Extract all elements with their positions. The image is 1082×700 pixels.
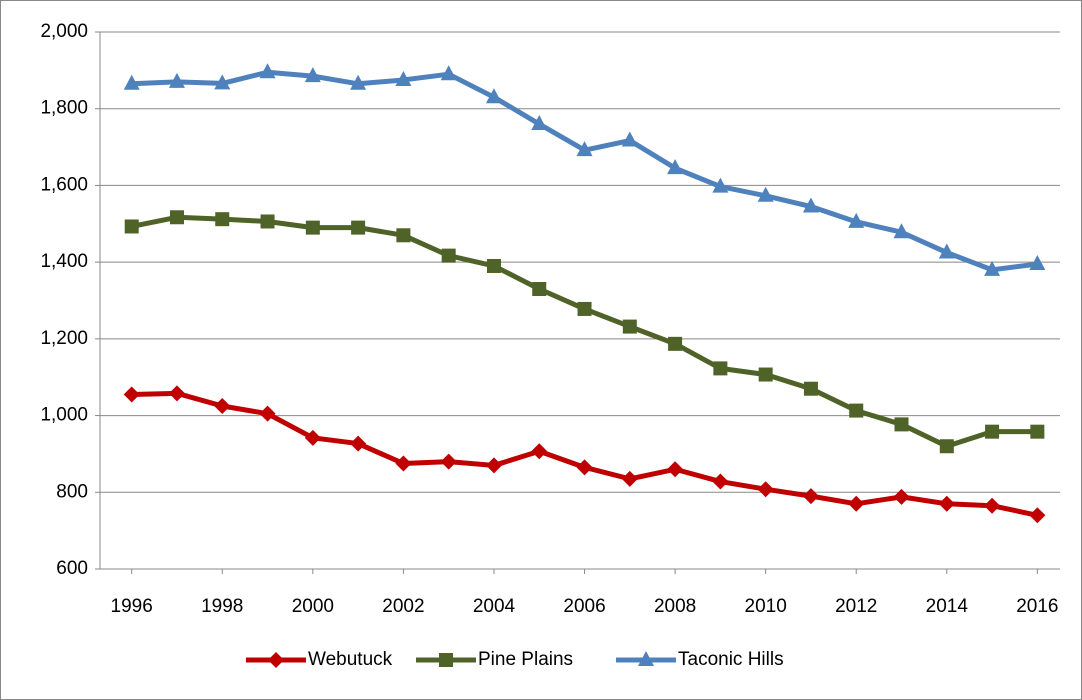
marker (304, 429, 321, 446)
marker (215, 212, 230, 227)
y-tick-label: 1,400 (40, 251, 88, 272)
y-tick-label: 800 (56, 481, 88, 502)
marker (439, 653, 453, 667)
marker (168, 385, 185, 402)
marker (984, 497, 1001, 514)
legend-label: Pine Plains (478, 649, 573, 670)
marker (667, 159, 684, 175)
marker (576, 459, 593, 476)
marker (894, 417, 909, 432)
marker (168, 72, 185, 88)
x-tick-label: 2002 (382, 596, 424, 617)
marker (802, 488, 819, 505)
marker (395, 455, 412, 472)
marker (893, 488, 910, 505)
marker (621, 131, 638, 147)
marker (259, 405, 276, 422)
y-tick-label: 1,200 (40, 328, 88, 349)
marker (531, 443, 548, 460)
marker (123, 74, 140, 90)
y-tick-label: 1,800 (40, 98, 88, 119)
x-tick-label: 2016 (1016, 596, 1058, 617)
marker (532, 281, 547, 296)
marker (396, 228, 411, 243)
marker (395, 70, 412, 86)
marker (577, 301, 592, 316)
marker (713, 361, 728, 376)
y-tick-label: 1,600 (40, 174, 88, 195)
marker (849, 403, 864, 418)
x-tick-label: 2000 (292, 596, 334, 617)
marker (351, 220, 366, 235)
marker (985, 424, 1000, 439)
marker (123, 386, 140, 403)
marker (758, 367, 773, 382)
x-tick-label: 2012 (835, 596, 877, 617)
x-tick-label: 1998 (201, 596, 243, 617)
y-tick-label: 1,000 (40, 405, 88, 426)
legend-label: Taconic Hills (678, 649, 784, 670)
marker (622, 319, 637, 334)
marker (938, 243, 955, 259)
marker (531, 115, 548, 131)
marker (757, 186, 774, 202)
marker (638, 651, 654, 666)
marker (485, 88, 502, 104)
marker (214, 74, 231, 90)
y-tick-label: 600 (56, 558, 88, 579)
x-tick-label: 2008 (654, 596, 696, 617)
marker (1029, 507, 1046, 524)
marker (1029, 255, 1046, 271)
marker (1030, 424, 1045, 439)
marker (802, 197, 819, 213)
marker (485, 457, 502, 474)
marker (486, 258, 501, 273)
marker (124, 219, 139, 234)
x-tick-label: 2010 (745, 596, 787, 617)
marker (440, 65, 457, 81)
marker (803, 381, 818, 396)
marker (757, 481, 774, 498)
marker (848, 212, 865, 228)
legend-label: Webutuck (308, 649, 393, 670)
marker (214, 397, 231, 414)
marker (984, 260, 1001, 276)
y-tick-label: 2,000 (40, 21, 88, 42)
marker (848, 495, 865, 512)
marker (169, 210, 184, 225)
marker (440, 453, 457, 470)
marker (893, 223, 910, 239)
marker (305, 220, 320, 235)
marker (350, 74, 367, 90)
marker (938, 495, 955, 512)
marker (668, 336, 683, 351)
x-tick-label: 2014 (926, 596, 969, 617)
marker (939, 439, 954, 454)
marker (350, 435, 367, 452)
marker (268, 652, 284, 668)
x-tick-label: 1996 (111, 596, 153, 617)
marker (304, 67, 321, 83)
marker (259, 63, 276, 79)
marker (667, 461, 684, 478)
marker (260, 214, 275, 229)
marker (441, 248, 456, 263)
marker (576, 141, 593, 157)
x-tick-label: 2004 (473, 596, 516, 617)
marker (621, 470, 638, 487)
marker (712, 177, 729, 193)
marker (712, 473, 729, 490)
x-tick-label: 2006 (563, 596, 605, 617)
